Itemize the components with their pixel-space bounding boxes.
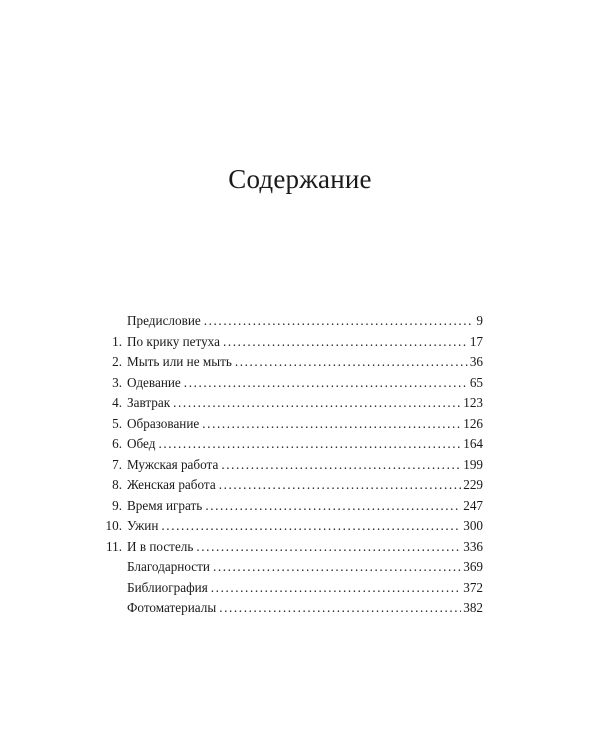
chapter-number: 6. [112, 436, 122, 451]
dot-leader [235, 354, 468, 370]
chapter-title: Благодарности [127, 559, 210, 574]
page-number: 229 [463, 477, 483, 492]
toc-entry: 9. Время играть 247 [98, 498, 483, 519]
page-number: 36 [469, 354, 483, 369]
page-title: Содержание [228, 164, 372, 194]
page-number: 336 [463, 538, 483, 554]
chapter-title: Завтрак [127, 395, 171, 410]
chapter-title: Предисловие [127, 313, 201, 328]
dot-leader [196, 539, 461, 555]
toc-entry: 5. Образование 126 [98, 416, 483, 437]
chapter-title: Мужская работа [127, 456, 219, 472]
chapter-number: 11. [106, 538, 122, 554]
chapter-number: 3. [112, 374, 122, 390]
toc-entry: 7. Мужская работа 199 [98, 457, 483, 478]
page-number: 247 [463, 497, 483, 513]
chapter-title: По крику петуха [127, 333, 220, 349]
chapter-number: 8. [112, 477, 122, 492]
dot-leader [158, 436, 461, 452]
chapter-title: Фотоматериалы [127, 600, 217, 615]
dot-leader [173, 395, 461, 411]
toc-entry: 2. Мыть или не мыть 36 [98, 354, 483, 375]
dot-leader [202, 416, 461, 432]
page-number: 126 [463, 415, 483, 431]
dot-leader [161, 518, 461, 534]
page-number: 17 [469, 333, 483, 349]
chapter-number: 9. [112, 497, 122, 513]
page-number: 382 [463, 600, 483, 615]
chapter-title: Одевание [127, 374, 181, 390]
toc-entry: 3. Одевание 65 [98, 375, 483, 396]
chapter-number: 5. [112, 415, 122, 431]
chapter-number: 10. [105, 518, 122, 533]
dot-leader [205, 498, 461, 514]
toc-entry: Фотоматериалы 382 [98, 600, 483, 621]
toc-entry: 1. По крику петуха 17 [98, 334, 483, 355]
chapter-number: 7. [112, 456, 122, 472]
chapter-number: 2. [112, 354, 122, 369]
chapter-title: И в постель [127, 538, 194, 554]
dot-leader [211, 580, 461, 596]
dot-leader [219, 600, 461, 616]
table-of-contents: Предисловие 9 1. По крику петуха 17 2. Мыть ил… [98, 313, 483, 621]
toc-entry: 11. И в постель 336 [98, 539, 483, 560]
page-number: 65 [469, 374, 483, 390]
dot-leader [221, 457, 461, 473]
chapter-title: Время играть [127, 497, 203, 513]
dot-leader [213, 559, 461, 575]
dot-leader [223, 334, 468, 350]
page-number: 9 [476, 313, 483, 328]
toc-entry: Благодарности 369 [98, 559, 483, 580]
chapter-title: Женская работа [127, 477, 216, 492]
page-number: 300 [463, 518, 483, 533]
chapter-number: 1. [112, 333, 122, 349]
page-number: 123 [463, 395, 483, 410]
dot-leader [219, 477, 462, 493]
chapter-number: 4. [112, 395, 122, 410]
page-number: 199 [463, 456, 483, 472]
dot-leader [204, 313, 475, 329]
chapter-title: Мыть или не мыть [127, 354, 232, 369]
page-number: 372 [463, 579, 483, 595]
toc-entry: 4. Завтрак 123 [98, 395, 483, 416]
page-number: 164 [463, 436, 483, 451]
toc-entry: Предисловие 9 [98, 313, 483, 334]
dot-leader [184, 375, 468, 391]
toc-entry: Библиография 372 [98, 580, 483, 601]
toc-entry: 8. Женская работа 229 [98, 477, 483, 498]
chapter-title: Ужин [127, 518, 159, 533]
toc-entry: 10. Ужин 300 [98, 518, 483, 539]
chapter-title: Библиография [127, 579, 208, 595]
chapter-title: Образование [127, 415, 200, 431]
toc-entry: 6. Обед 164 [98, 436, 483, 457]
page-number: 369 [463, 559, 483, 574]
chapter-title: Обед [127, 436, 156, 451]
